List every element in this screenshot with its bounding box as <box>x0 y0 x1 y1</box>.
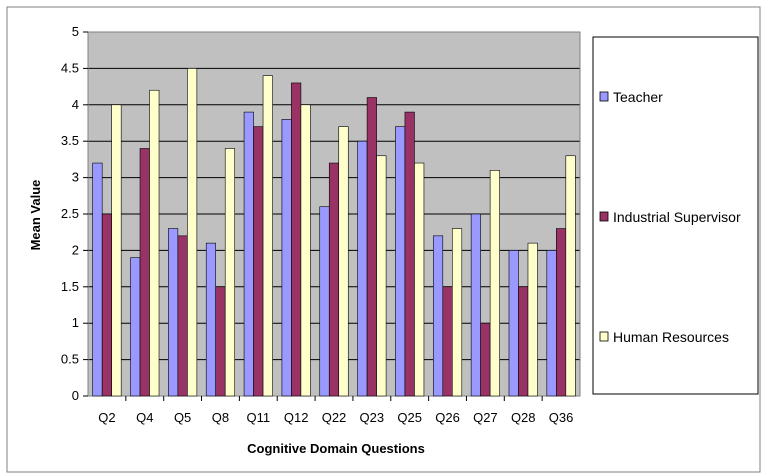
bar-human-resources-q26 <box>451 228 463 397</box>
y-tick-label: 0 <box>72 388 79 403</box>
y-tick-label: 1.5 <box>61 279 79 294</box>
bars <box>92 68 576 397</box>
bar-teacher-q4 <box>130 257 141 397</box>
bar-industrial-supervisor-q11 <box>253 126 264 397</box>
x-tick-label: Q28 <box>511 410 536 425</box>
bar-teacher-q28 <box>508 250 519 397</box>
y-tick-label: 4.5 <box>61 60 79 75</box>
x-tick-label: Q5 <box>174 410 191 425</box>
x-axis-ticks: Q2 Q4 Q5 Q8 Q11 Q12 Q22 Q23 Q25 Q26 Q27 Q28 Q36 <box>98 396 573 425</box>
y-tick-label: 2 <box>72 242 79 257</box>
legend: Teacher Industrial Supervisor Human Reso… <box>592 36 759 395</box>
bar-human-resources-q4 <box>149 89 160 397</box>
y-tick-label: 3.5 <box>61 133 79 148</box>
bar-human-resources-q22 <box>338 126 349 397</box>
x-tick-label: Q12 <box>284 410 309 425</box>
bar-human-resources-q11 <box>262 75 273 397</box>
legend-box <box>592 36 759 395</box>
bar-industrial-supervisor-q23 <box>366 97 377 397</box>
bar-teacher-q11 <box>243 111 254 397</box>
legend-label-teacher: Teacher <box>613 89 663 105</box>
bar-human-resources-q8 <box>224 148 236 397</box>
x-tick-label: Q25 <box>397 410 422 425</box>
bar-teacher-q23 <box>357 140 368 397</box>
bar-human-resources-q25 <box>414 162 425 397</box>
bar-human-resources-q36 <box>565 155 576 397</box>
y-tick-label: 1 <box>72 315 79 330</box>
y-axis-title: Mean Value <box>28 180 43 251</box>
bar-industrial-supervisor-q26 <box>442 286 453 397</box>
x-tick-label: Q27 <box>473 410 498 425</box>
bar-industrial-supervisor-q28 <box>518 286 529 397</box>
bar-teacher-q27 <box>470 213 481 397</box>
bar-teacher-q36 <box>546 250 557 397</box>
bar-industrial-supervisor-q22 <box>328 162 340 397</box>
y-tick-label: 2.5 <box>61 206 79 221</box>
bar-industrial-supervisor-q5 <box>177 235 188 397</box>
x-tick-label: Q2 <box>98 410 115 425</box>
bar-human-resources-q12 <box>300 104 311 397</box>
x-tick-label: Q4 <box>136 410 153 425</box>
bar-industrial-supervisor-q4 <box>139 148 150 397</box>
bar-human-resources-q2 <box>111 104 122 397</box>
y-tick-label: 3 <box>72 170 79 185</box>
bar-teacher-q26 <box>432 235 444 397</box>
x-axis-title: Cognitive Domain Questions <box>247 441 425 456</box>
bar-teacher-q25 <box>395 126 406 397</box>
x-tick-label: Q11 <box>247 410 271 425</box>
y-tick-label: 4 <box>72 97 79 112</box>
bar-industrial-supervisor-q12 <box>291 82 302 397</box>
legend-label-industrial-supervisor: Industrial Supervisor <box>613 209 741 225</box>
bar-human-resources-q5 <box>187 68 198 397</box>
bar-industrial-supervisor-q27 <box>480 322 491 397</box>
y-tick-label: 5 <box>72 24 79 39</box>
bar-industrial-supervisor-q36 <box>556 228 567 397</box>
bar-industrial-supervisor-q2 <box>101 213 112 397</box>
y-tick-label: 0.5 <box>61 352 79 367</box>
x-tick-label: Q36 <box>549 410 574 425</box>
legend-swatch-human-resources <box>599 331 609 342</box>
bar-teacher-q2 <box>92 162 103 397</box>
x-tick-label: Q26 <box>435 410 460 425</box>
legend-swatch-industrial-supervisor <box>599 211 609 222</box>
legend-label-human-resources: Human Resources <box>613 329 729 345</box>
bar-teacher-q22 <box>319 206 330 397</box>
bar-human-resources-q28 <box>527 242 538 397</box>
bar-human-resources-q27 <box>489 170 500 397</box>
x-tick-label: Q8 <box>212 410 229 425</box>
bar-teacher-q12 <box>281 119 292 397</box>
bar-industrial-supervisor-q25 <box>404 111 415 397</box>
bar-teacher-q5 <box>168 228 179 397</box>
bar-industrial-supervisor-q8 <box>215 286 226 397</box>
y-axis-ticks: 0 0.5 1 1.5 2 2.5 3 3.5 4 4.5 5 <box>61 24 88 403</box>
bar-human-resources-q23 <box>376 155 387 397</box>
x-tick-label: Q23 <box>360 410 385 425</box>
bar-teacher-q8 <box>205 242 217 397</box>
x-tick-label: Q22 <box>322 410 347 425</box>
legend-swatch-teacher <box>599 91 609 102</box>
